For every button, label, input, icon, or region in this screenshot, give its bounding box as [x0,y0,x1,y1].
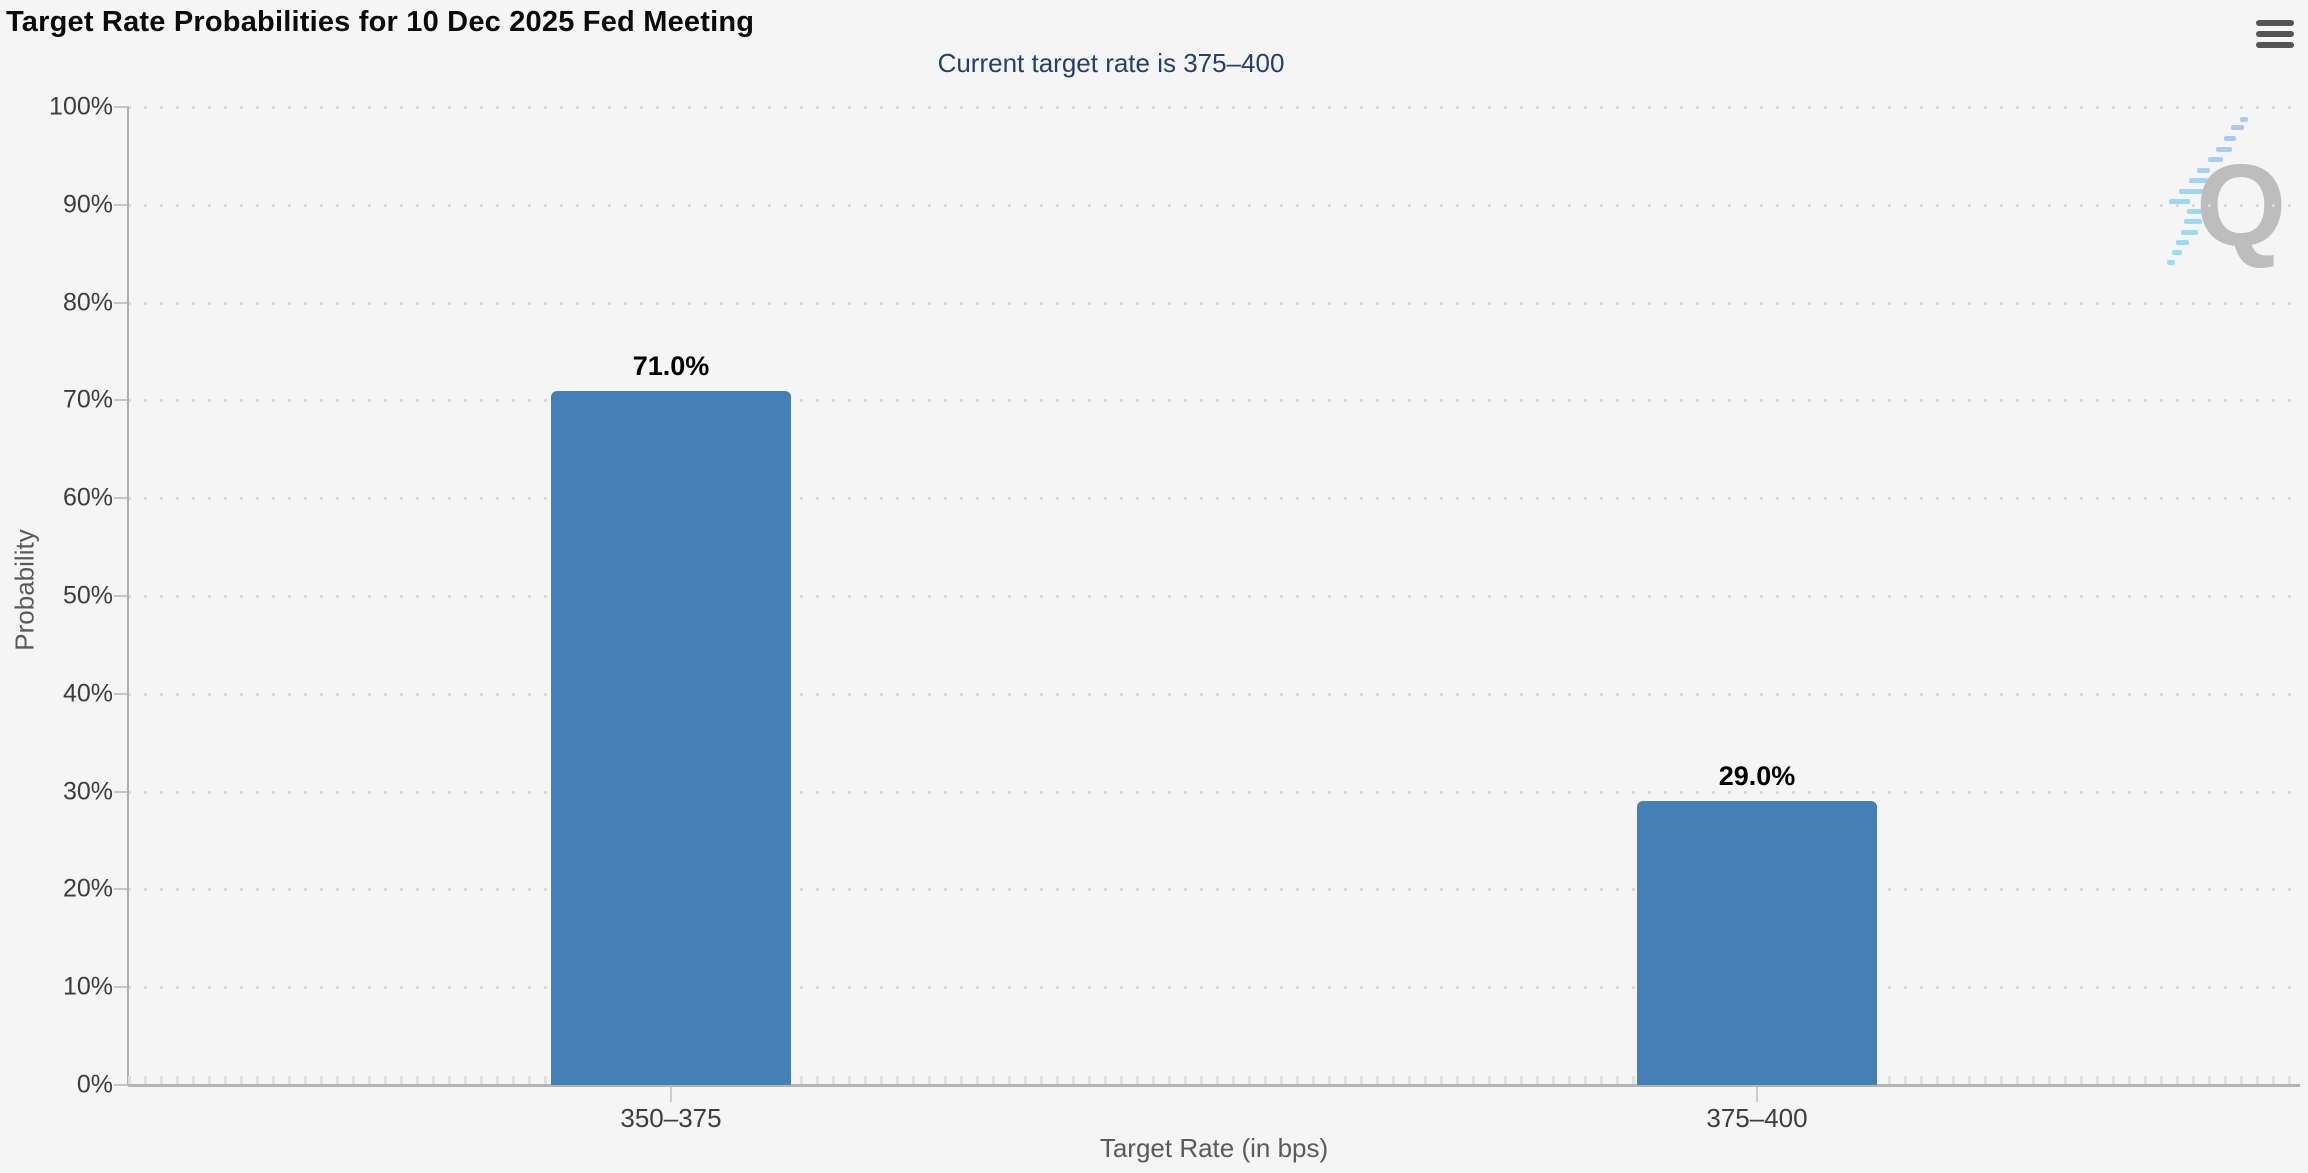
chart-subtitle: Current target rate is 375–400 [937,48,1285,78]
chart-title: Target Rate Probabilities for 10 Dec 202… [6,6,755,38]
hamburger-bar [2256,31,2294,37]
watermark-dash [2184,219,2202,224]
y-tickmark [114,399,128,402]
y-tickmark [114,595,128,597]
bar-value-label: 71.0% [632,350,710,381]
y-tick-label: 0% [76,1070,113,1099]
y-gridline [128,692,2300,696]
y-gridline [128,399,2300,403]
watermark-dash [2240,117,2248,122]
y-tick-label: 50% [62,581,113,610]
y-tickmark [114,888,128,891]
y-tick-label: 20% [62,874,113,903]
bar-375–400[interactable] [1637,801,1877,1085]
watermark-dash [2189,178,2208,183]
bar-350–375[interactable] [551,390,791,1085]
x-axis-title: Target Rate (in bps) [1099,1133,1329,1163]
y-tickmark [114,301,128,304]
watermark-dash [2167,260,2175,265]
watermark-dash [2176,240,2189,245]
x-axis-line [128,1084,2300,1087]
watermark-dash [2197,168,2210,173]
y-tick-label: 40% [62,679,113,708]
watermark-dash [2181,230,2198,235]
y-tick-label: 30% [62,777,113,806]
y-tickmark [114,986,128,989]
y-gridline [128,106,2300,109]
x-tickmark [1756,1087,1758,1102]
y-gridline [128,497,2300,501]
y-axis-line [127,107,129,1085]
bar-value-label: 29.0% [1718,761,1796,792]
x-tickmark [670,1087,672,1102]
y-tick-label: 60% [62,483,113,512]
y-tick-label: 80% [62,288,113,317]
y-gridline [128,986,2300,990]
watermark-dash [2231,125,2244,130]
watermark-dash [2216,147,2232,152]
y-axis-title: Probability [9,529,40,651]
y-tickmark [114,497,128,500]
y-tick-label: 10% [62,972,113,1001]
y-gridline [128,203,2300,207]
hamburger-bar [2256,42,2294,48]
y-tick-label: 100% [49,92,113,121]
y-tick-label: 90% [62,190,113,219]
y-gridline [128,888,2300,892]
y-tickmark [114,106,128,108]
y-gridline [128,790,2300,794]
hamburger-bar [2256,20,2294,26]
y-gridline [128,595,2300,598]
y-tickmark [114,692,128,695]
watermark-dash [2179,189,2203,194]
hamburger-menu-icon[interactable] [2254,18,2296,50]
y-gridline [128,301,2300,305]
y-tickmark [114,203,128,206]
y-tickmark [114,1084,128,1086]
y-tickmark [114,790,128,793]
x-axis-minor-ticks [128,1076,2300,1084]
watermark-dash [2169,199,2190,204]
watermark-dash [2208,157,2223,162]
watermark-dash [2187,209,2204,214]
watermark-dash [2172,250,2182,255]
watermark-dash [2224,136,2236,141]
x-category-label: 350–375 [620,1103,722,1133]
x-category-label: 375–400 [1706,1103,1808,1133]
y-tick-label: 70% [62,385,113,414]
